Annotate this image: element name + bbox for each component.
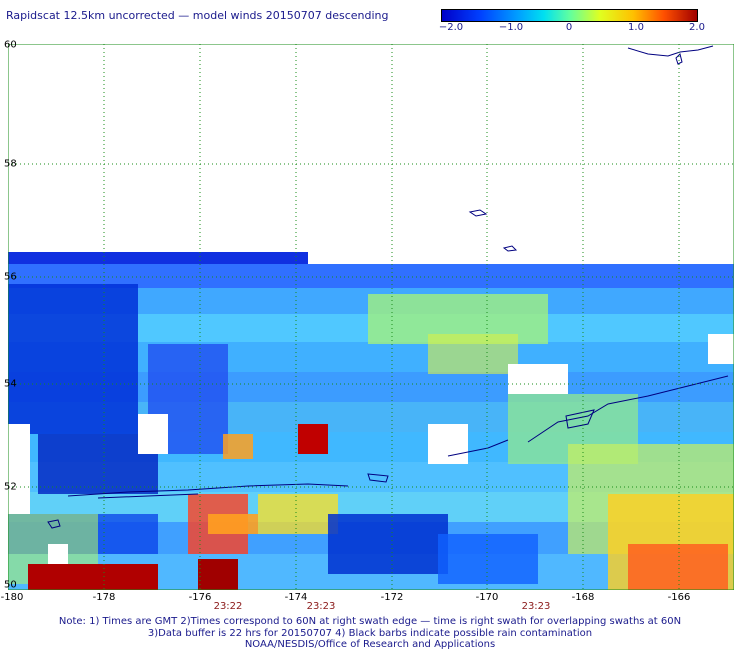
coastlines (47, 45, 729, 529)
swath-time-label: 23:23 (521, 601, 551, 612)
lat-tick-label: 60 (4, 39, 17, 51)
map-plot-area (8, 44, 734, 590)
colorbar-label: −2.0 (438, 22, 464, 33)
lat-tick-label: 52 (4, 481, 17, 493)
colorbar (441, 9, 698, 22)
lat-tick-label: 56 (4, 271, 17, 283)
lon-tick-label: -176 (188, 592, 212, 603)
lon-tick-label: -180 (0, 592, 24, 603)
swath-time-label: 23:23 (306, 601, 336, 612)
lat-tick-label: 58 (4, 158, 17, 170)
lon-tick-label: -178 (92, 592, 116, 603)
footnote-line-2: 3)Data buffer is 22 hrs for 20150707 4) … (147, 628, 593, 639)
footnote-line-1: Note: 1) Times are GMT 2)Times correspon… (58, 616, 682, 627)
lon-tick-label: -170 (475, 592, 499, 603)
wind-swath (8, 252, 734, 590)
lat-tick-label: 50 (4, 579, 17, 591)
footnote-credit: NOAA/NESDIS/Office of Research and Appli… (244, 639, 496, 650)
lon-tick-label: -172 (380, 592, 404, 603)
colorbar-label: 2.0 (689, 22, 705, 33)
lon-tick-label: -174 (284, 592, 308, 603)
lat-tick-label: 54 (4, 378, 17, 390)
colorbar-label: 0 (565, 22, 573, 33)
colorbar-label: −1.0 (498, 22, 524, 33)
lon-tick-label: -166 (667, 592, 691, 603)
lon-tick-label: -168 (571, 592, 595, 603)
map-title: Rapidscat 12.5km uncorrected — model win… (6, 9, 389, 22)
swath-time-label: 23:22 (213, 601, 243, 612)
colorbar-label: 1.0 (628, 22, 644, 33)
graticule (8, 44, 734, 590)
